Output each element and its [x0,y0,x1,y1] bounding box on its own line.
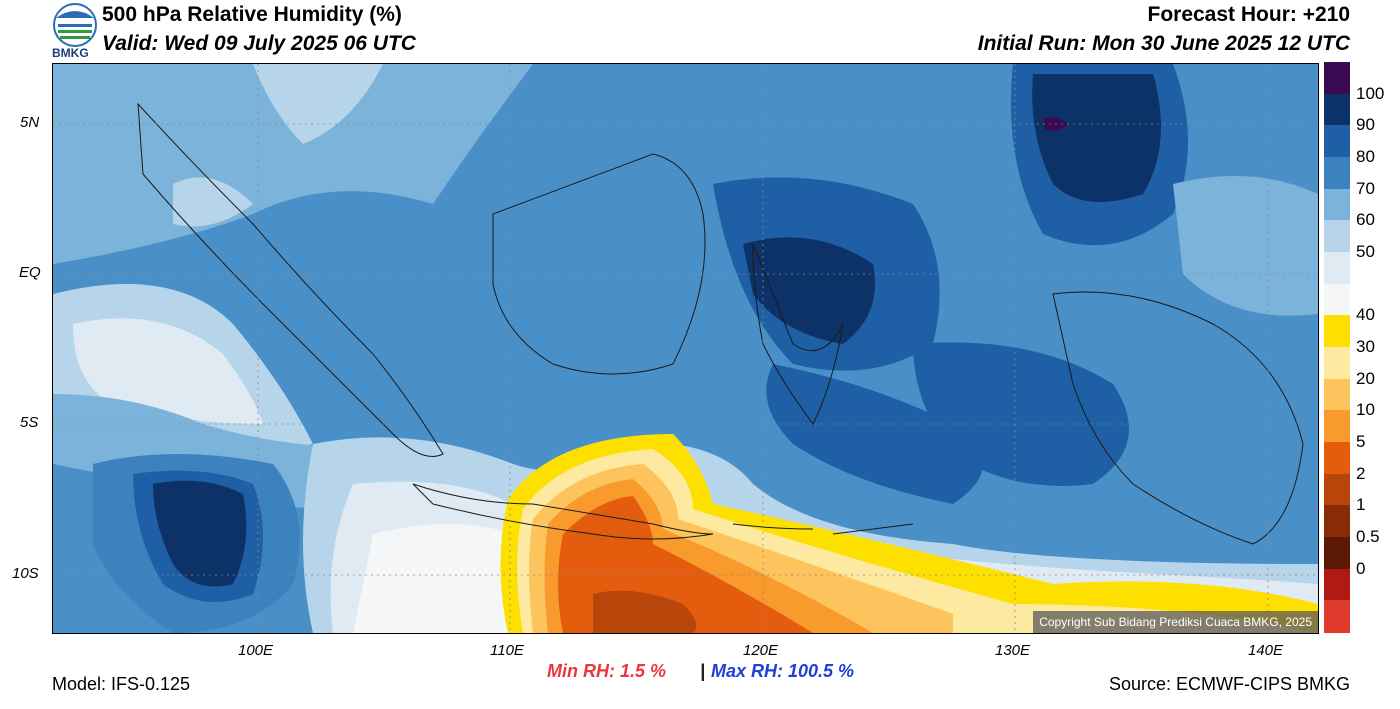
model-name: Model: IFS-0.125 [52,674,191,694]
map-title: 500 hPa Relative Humidity (%) [102,3,402,26]
colorbar-label: 5 [1356,432,1366,451]
colorbar-label: 1 [1356,495,1366,515]
colorbar-label: 2 [1356,463,1366,483]
colorbar-swatch [1324,537,1350,570]
colorbar-swatch [1324,473,1350,506]
bmkg-logo-text: BMKG [52,46,89,60]
minmax-separator: | [700,661,706,681]
colorbar-swatch [1324,600,1350,633]
colorbar-swatch [1324,410,1350,443]
colorbar-label: 20 [1356,368,1375,388]
colorbar-swatch [1324,62,1350,95]
colorbar-swatch [1324,568,1350,601]
humidity-colorbar [1324,62,1350,633]
colorbar-swatch [1324,157,1350,190]
lon-label-130e: 130E [995,642,1031,659]
lat-label-5n: 5N [20,114,40,131]
colorbar-swatch [1324,505,1350,538]
data-source: Source: ECMWF-CIPS BMKG [1108,674,1350,694]
colorbar-label: 0.5 [1356,527,1380,546]
forecast-hour: Forecast Hour: +210 [1147,3,1351,26]
colorbar-swatch [1324,220,1350,253]
lat-label-5s: 5S [20,414,39,431]
colorbar-swatch [1324,283,1350,316]
humidity-field [53,64,1318,633]
colorbar-swatch [1324,378,1350,411]
colorbar-swatch [1324,125,1350,158]
colorbar-label: 50 [1356,242,1375,261]
colorbar-label: 60 [1356,210,1375,230]
initial-run: Initial Run: Mon 30 June 2025 12 UTC [977,32,1350,55]
humidity-map: Copyright Sub Bidang Prediksi Cuaca BMKG… [52,63,1319,634]
colorbar-swatch [1324,93,1350,126]
colorbar-label: 30 [1356,337,1375,356]
max-rh: Max RH: 100.5 % [711,661,855,681]
colorbar-swatch [1324,188,1350,221]
colorbar-label: 40 [1356,305,1375,325]
colorbar-label: 100 [1356,83,1385,103]
lon-label-140e: 140E [1248,642,1284,659]
lat-label-eq: EQ [19,264,41,281]
colorbar-swatch [1324,252,1350,285]
colorbar-label: 0 [1356,558,1366,578]
colorbar-label: 80 [1356,147,1375,166]
colorbar-label: 10 [1356,400,1375,420]
lon-label-120e: 120E [743,642,779,659]
colorbar-label: 70 [1356,178,1375,198]
colorbar-swatch [1324,442,1350,475]
colorbar-swatch [1324,347,1350,380]
colorbar-swatch [1324,315,1350,348]
copyright-notice: Copyright Sub Bidang Prediksi Cuaca BMKG… [1033,611,1318,633]
colorbar-label: 90 [1356,115,1375,135]
valid-time: Valid: Wed 09 July 2025 06 UTC [102,32,416,55]
lat-label-10s: 10S [12,565,39,582]
lon-label-100e: 100E [238,642,274,659]
bmkg-logo-icon [53,3,97,47]
min-rh: Min RH: 1.5 % [547,661,667,681]
bmkg-logo: BMKG [52,2,98,60]
lon-label-110e: 110E [490,642,524,659]
